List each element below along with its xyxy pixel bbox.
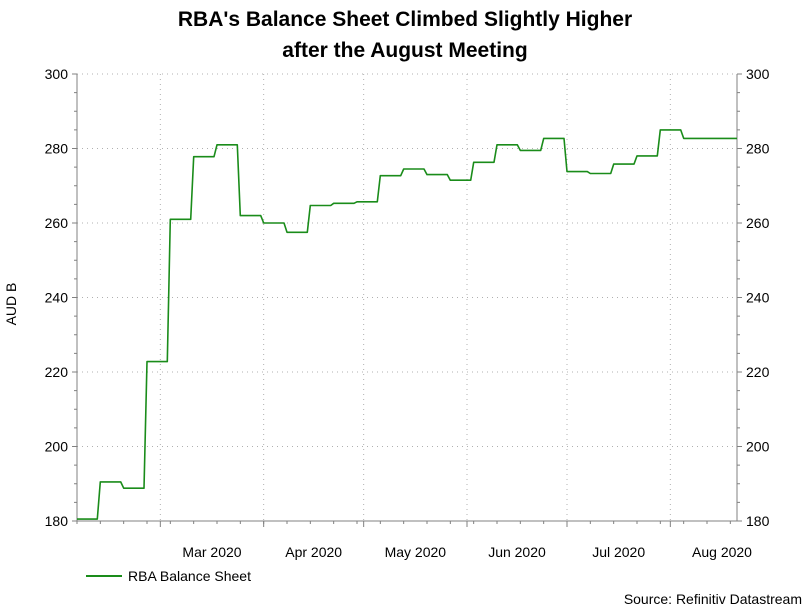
x-tick-label: Mar 2020: [182, 544, 241, 560]
y-tick-label-right: 240: [746, 290, 770, 306]
y-tick-label-right: 280: [746, 141, 770, 157]
y-tick-label-left: 260: [45, 215, 69, 231]
y-tick-label-left: 300: [45, 66, 69, 82]
chart-title-line-2: after the August Meeting: [282, 39, 528, 62]
source-note: Source: Refinitiv Datastream: [623, 591, 802, 607]
x-tick-label: May 2020: [385, 544, 447, 560]
y-tick-label-left: 240: [45, 290, 69, 306]
legend-swatch: [86, 575, 122, 577]
x-tick-label: Aug 2020: [692, 544, 752, 560]
x-tick-label: Jul 2020: [592, 544, 645, 560]
chart-title: RBA's Balance Sheet Climbed Slightly Hig…: [0, 4, 810, 66]
chart-title-line-1: RBA's Balance Sheet Climbed Slightly Hig…: [177, 8, 633, 31]
y-tick-label-right: 300: [746, 66, 770, 82]
x-tick-label: Apr 2020: [285, 544, 342, 560]
y-tick-label-right: 220: [746, 364, 770, 380]
legend-label: RBA Balance Sheet: [128, 568, 251, 584]
series-line: [77, 129, 737, 520]
x-tick-label: Jun 2020: [488, 544, 546, 560]
y-tick-label-right: 180: [746, 513, 770, 529]
y-tick-label-left: 280: [45, 141, 69, 157]
y-tick-label-left: 180: [45, 513, 69, 529]
y-tick-label-left: 220: [45, 364, 69, 380]
y-tick-label-left: 200: [45, 439, 69, 455]
y-tick-label-right: 200: [746, 439, 770, 455]
y-tick-label-right: 260: [746, 215, 770, 231]
legend: RBA Balance Sheet: [86, 568, 251, 584]
